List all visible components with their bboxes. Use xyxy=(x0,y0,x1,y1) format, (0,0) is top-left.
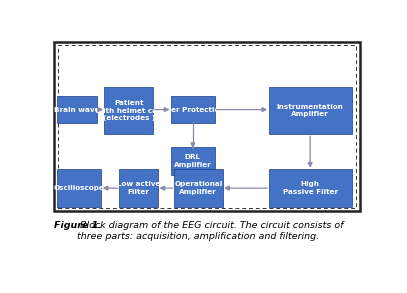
Text: User Protection: User Protection xyxy=(161,107,225,113)
FancyBboxPatch shape xyxy=(269,169,352,207)
Text: Patient
With helmet cap
(electrodes ): Patient With helmet cap (electrodes ) xyxy=(95,100,162,121)
FancyBboxPatch shape xyxy=(54,42,360,211)
Text: DRL
Amplifier: DRL Amplifier xyxy=(174,154,212,168)
Text: Operational
Amplifier: Operational Amplifier xyxy=(174,181,223,195)
Text: Low active
Filter: Low active Filter xyxy=(117,181,160,195)
FancyBboxPatch shape xyxy=(105,87,153,134)
FancyBboxPatch shape xyxy=(57,169,101,207)
Text: Brain wave: Brain wave xyxy=(54,107,100,113)
FancyBboxPatch shape xyxy=(171,147,215,175)
FancyBboxPatch shape xyxy=(119,169,158,207)
Text: Instrumentation
Amplifier: Instrumentation Amplifier xyxy=(277,104,344,117)
Text: High
Passive Filter: High Passive Filter xyxy=(283,181,338,195)
FancyBboxPatch shape xyxy=(171,96,215,123)
Text: Oscilloscope: Oscilloscope xyxy=(54,185,105,191)
Text: Block diagram of the EEG circuit. The circuit consists of
three parts: acquisiti: Block diagram of the EEG circuit. The ci… xyxy=(77,221,344,241)
FancyBboxPatch shape xyxy=(269,87,352,134)
Text: Figure 1.: Figure 1. xyxy=(54,221,102,230)
FancyBboxPatch shape xyxy=(57,96,96,123)
FancyBboxPatch shape xyxy=(174,169,223,207)
